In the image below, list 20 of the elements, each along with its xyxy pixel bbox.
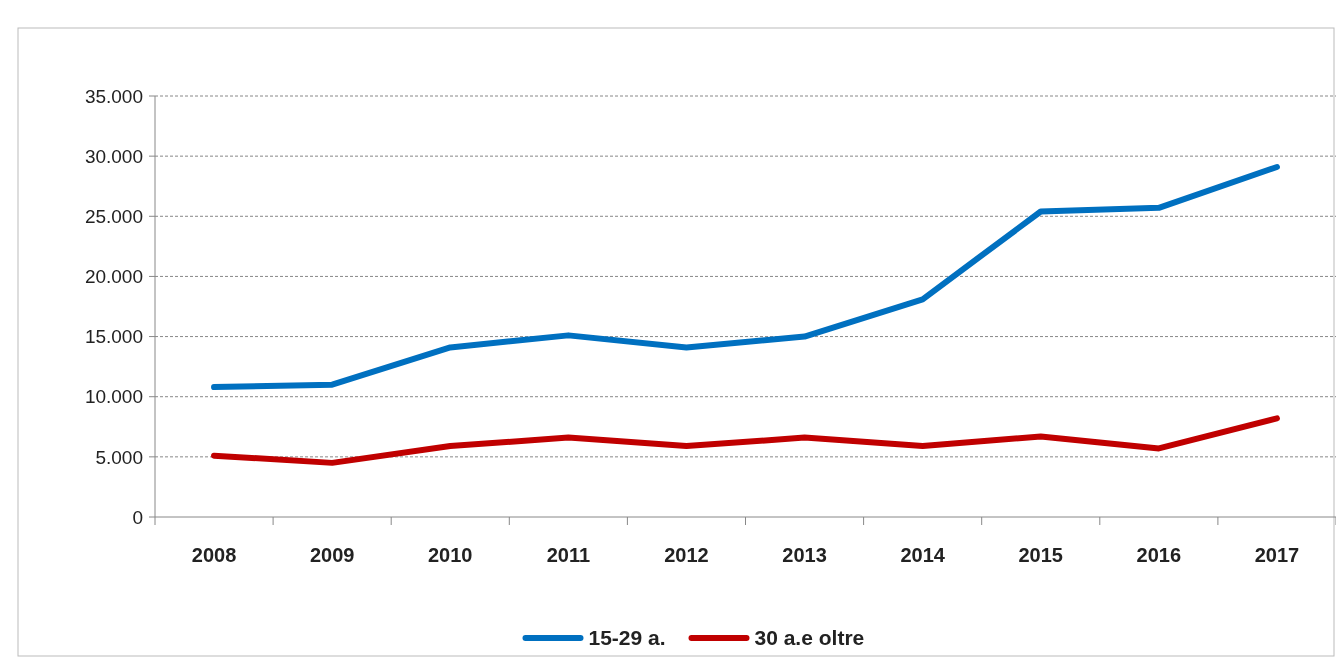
legend-label: 30 a.e oltre <box>754 626 865 650</box>
x-tick-label: 2010 <box>428 544 473 566</box>
y-tick-label: 30.000 <box>84 145 143 167</box>
y-tick-label: 25.000 <box>84 205 143 227</box>
y-tick-label: 10.000 <box>84 386 143 408</box>
y-tick-label: 15.000 <box>84 326 143 348</box>
legend-label: 15-29 a. <box>588 626 666 650</box>
y-tick-label: 20.000 <box>84 266 143 288</box>
x-tick-label: 2017 <box>1254 544 1300 566</box>
y-tick-label: 35.000 <box>84 85 143 107</box>
x-tick-label: 2012 <box>664 544 709 566</box>
x-tick-label: 2009 <box>309 544 355 566</box>
y-tick-label: 0 <box>132 506 143 528</box>
x-tick-label: 2011 <box>546 544 591 566</box>
x-tick-label: 2013 <box>782 544 827 566</box>
x-tick-label: 2008 <box>191 544 237 566</box>
x-tick-label: 2016 <box>1136 544 1182 566</box>
x-tick-label: 2015 <box>1018 544 1063 566</box>
x-tick-label: 2014 <box>900 544 946 566</box>
y-tick-label: 5.000 <box>95 446 143 468</box>
